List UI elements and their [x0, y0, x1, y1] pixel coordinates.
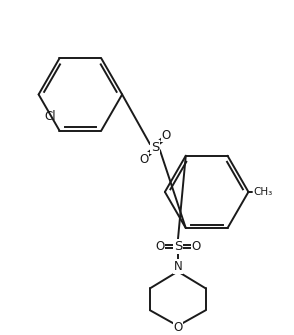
Text: CH₃: CH₃ [253, 187, 273, 197]
Text: O: O [139, 153, 149, 165]
Text: O: O [161, 129, 171, 142]
Text: N: N [173, 260, 182, 273]
Text: O: O [155, 240, 165, 253]
Text: S: S [174, 240, 182, 253]
Text: S: S [151, 141, 159, 154]
Text: O: O [191, 240, 200, 253]
Text: Cl: Cl [44, 110, 56, 123]
Text: O: O [173, 321, 183, 334]
